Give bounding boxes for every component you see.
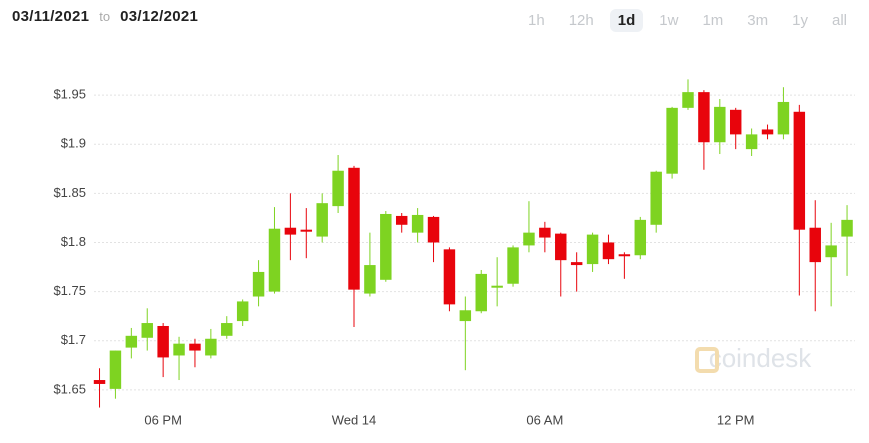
range-button[interactable]: 1w [659, 12, 679, 29]
candle-body [395, 215, 408, 225]
candle-body [332, 170, 344, 207]
candle-body [793, 111, 806, 230]
y-tick-label: $1.9 [61, 136, 86, 151]
candle-body [189, 343, 201, 351]
candle-body [459, 310, 472, 322]
candle-body [284, 227, 297, 235]
x-tick-label: 06 PM [144, 412, 182, 427]
y-tick-label: $1.75 [53, 283, 86, 298]
y-tick-label: $1.65 [53, 381, 86, 396]
to-date: 03/12/2021 [120, 8, 199, 25]
candle-body [125, 335, 138, 348]
candle-body [650, 171, 662, 225]
candle-body [205, 338, 217, 356]
range-button[interactable]: 1h [528, 12, 545, 29]
candle-body [348, 167, 360, 290]
x-tick-label: 06 AM [526, 412, 563, 427]
candle-body [729, 109, 742, 135]
x-tick-label: Wed 14 [332, 412, 377, 427]
candle-body [364, 265, 376, 294]
candle-body [841, 219, 853, 237]
y-tick-label: $1.95 [53, 87, 86, 102]
candle-body [141, 323, 153, 338]
range-buttons: 1h 12h 1d 1w 1m 3m 1y all [520, 9, 855, 32]
watermark-logo [695, 347, 719, 373]
candle-body [252, 271, 265, 297]
candle-body [570, 262, 583, 266]
candle-body [380, 213, 392, 280]
candle-body [475, 273, 487, 312]
candle-body [109, 350, 122, 389]
candle-body [682, 92, 694, 108]
candle-body [555, 233, 567, 261]
candle-body [539, 227, 551, 238]
candle-body [777, 101, 790, 135]
candle-body [825, 245, 837, 258]
candle-body [523, 232, 535, 246]
candle-body [634, 219, 647, 256]
from-date: 03/11/2021 [12, 8, 90, 25]
candle-body [698, 92, 710, 143]
range-button[interactable]: 1y [792, 12, 808, 29]
candle-body [93, 380, 106, 384]
candle-body [586, 234, 599, 265]
candle-body [714, 106, 726, 143]
candle-body [316, 203, 328, 237]
candle-body [666, 107, 678, 174]
candle-body [491, 285, 503, 288]
candle-body [411, 214, 424, 233]
candle-body [268, 228, 281, 292]
date-range: 03/11/2021 to 03/12/2021 [12, 8, 198, 25]
range-button[interactable]: all [831, 12, 847, 29]
candle-body [173, 343, 185, 356]
range-button[interactable]: 3m [747, 12, 769, 29]
candle-body [443, 249, 456, 305]
candle-body [507, 247, 519, 284]
candle-body [300, 229, 313, 232]
range-button[interactable]: 1d [609, 9, 644, 32]
candle-body [221, 323, 233, 336]
y-tick-label: $1.7 [61, 332, 86, 347]
range-button[interactable]: 1m [702, 12, 724, 29]
watermark: coindesk [709, 343, 813, 373]
candle-body [761, 129, 774, 135]
candle-body [809, 227, 821, 263]
y-tick-label: $1.8 [61, 234, 86, 249]
candle-body [236, 301, 249, 322]
candle-body [427, 216, 440, 243]
candle-body [745, 134, 758, 150]
x-tick-label: 12 PM [717, 412, 755, 427]
y-tick-label: $1.85 [53, 185, 86, 200]
candle-body [618, 254, 631, 257]
range-button[interactable]: 12h [568, 12, 594, 29]
candle-body [157, 325, 169, 358]
to-word: to [99, 9, 111, 24]
candle-body [602, 242, 615, 260]
